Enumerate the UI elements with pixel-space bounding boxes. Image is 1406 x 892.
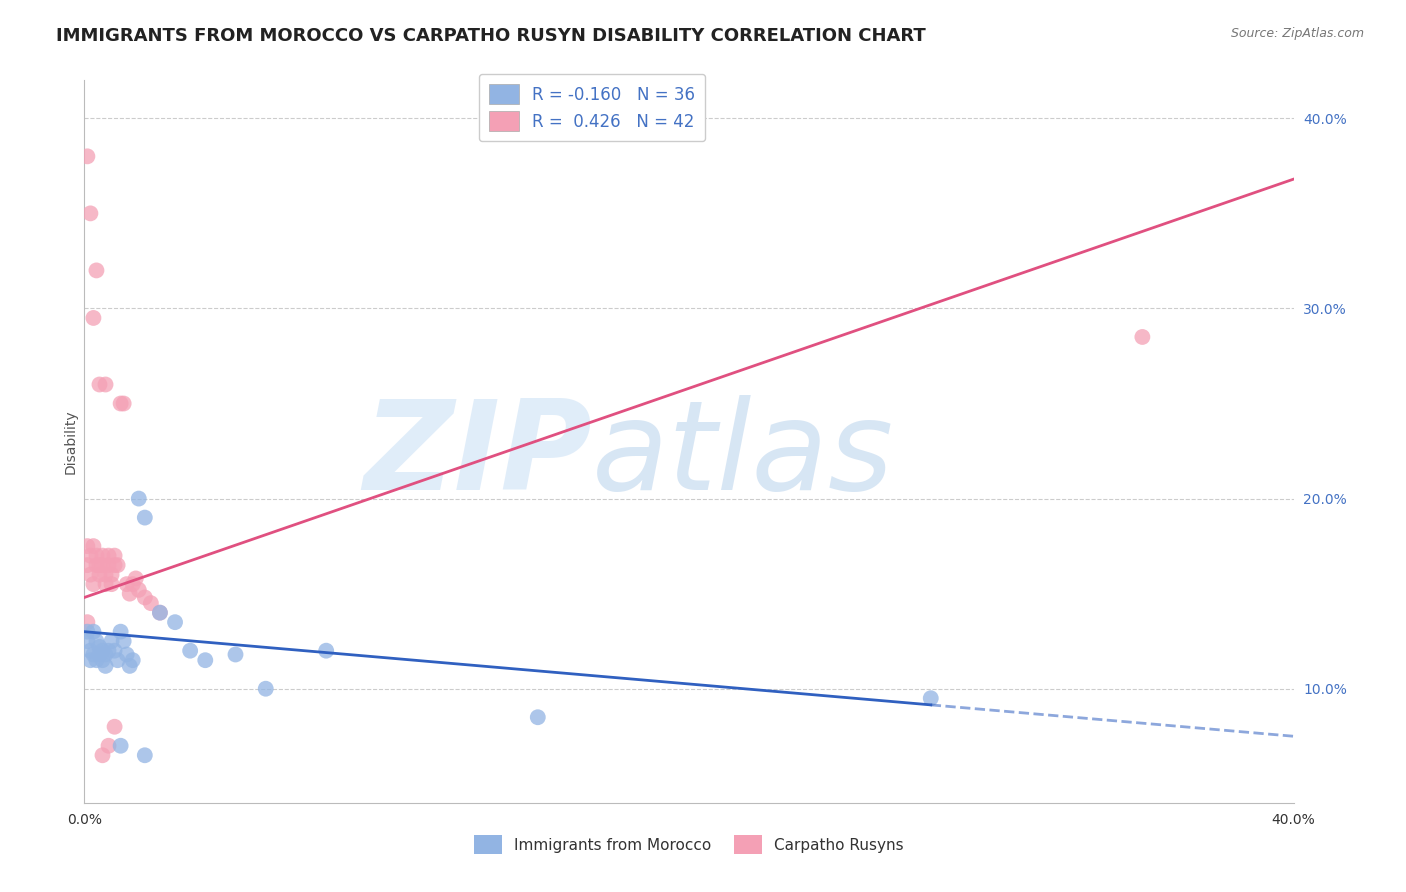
Point [110, 739, 132, 753]
Point [86, 634, 108, 648]
Point [82, 577, 104, 591]
Point [115, 648, 138, 662]
Point [94, 567, 117, 582]
Point [86, 653, 108, 667]
Point [134, 510, 156, 524]
Point [125, 571, 148, 585]
Point [179, 643, 201, 657]
Point [134, 591, 156, 605]
Point [110, 396, 132, 410]
Point [86, 549, 108, 563]
Point [128, 491, 150, 506]
Point [110, 624, 132, 639]
Point [82, 310, 104, 325]
Point [225, 648, 247, 662]
Point [76, 558, 98, 573]
Point [94, 648, 117, 662]
Point [91, 653, 114, 667]
Point [315, 643, 337, 657]
Point [91, 558, 114, 573]
Point [94, 577, 117, 591]
Point [76, 624, 98, 639]
Point [91, 549, 114, 563]
Point [100, 577, 122, 591]
Point [121, 577, 143, 591]
Point [104, 549, 127, 563]
Point [79, 643, 101, 657]
Point [79, 206, 101, 220]
Point [149, 606, 172, 620]
Point [82, 624, 104, 639]
Point [97, 739, 120, 753]
Point [97, 558, 120, 573]
Point [104, 558, 127, 573]
Point [1130, 330, 1153, 344]
Point [254, 681, 277, 696]
Point [89, 377, 111, 392]
Point [165, 615, 187, 630]
Point [91, 643, 114, 657]
Point [527, 710, 550, 724]
Point [107, 558, 129, 573]
Point [82, 539, 104, 553]
Point [91, 748, 114, 763]
Y-axis label: Disability: Disability [63, 409, 77, 474]
Point [76, 149, 98, 163]
Point [100, 567, 122, 582]
Point [97, 643, 120, 657]
Legend: Immigrants from Morocco, Carpatho Rusyns: Immigrants from Morocco, Carpatho Rusyns [468, 830, 910, 860]
Text: atlas: atlas [592, 395, 894, 516]
Point [89, 648, 111, 662]
Point [89, 567, 111, 582]
Point [76, 615, 98, 630]
Point [139, 596, 162, 610]
Point [118, 659, 141, 673]
Text: IMMIGRANTS FROM MOROCCO VS CARPATHO RUSYN DISABILITY CORRELATION CHART: IMMIGRANTS FROM MOROCCO VS CARPATHO RUSY… [56, 27, 927, 45]
Point [107, 653, 129, 667]
Point [86, 263, 108, 277]
Point [112, 396, 135, 410]
Point [115, 577, 138, 591]
Point [97, 549, 120, 563]
Point [86, 558, 108, 573]
Point [76, 539, 98, 553]
Point [89, 558, 111, 573]
Point [104, 643, 127, 657]
Point [121, 653, 143, 667]
Point [79, 549, 101, 563]
Point [128, 582, 150, 597]
Point [94, 377, 117, 392]
Point [89, 640, 111, 654]
Point [82, 648, 104, 662]
Point [134, 748, 156, 763]
Point [94, 659, 117, 673]
Text: Source: ZipAtlas.com: Source: ZipAtlas.com [1230, 27, 1364, 40]
Text: ZIP: ZIP [364, 395, 592, 516]
Point [76, 634, 98, 648]
Point [194, 653, 217, 667]
Point [118, 587, 141, 601]
Point [149, 606, 172, 620]
Point [100, 634, 122, 648]
Point [79, 653, 101, 667]
Point [920, 691, 942, 706]
Point [104, 720, 127, 734]
Point [112, 634, 135, 648]
Point [79, 567, 101, 582]
